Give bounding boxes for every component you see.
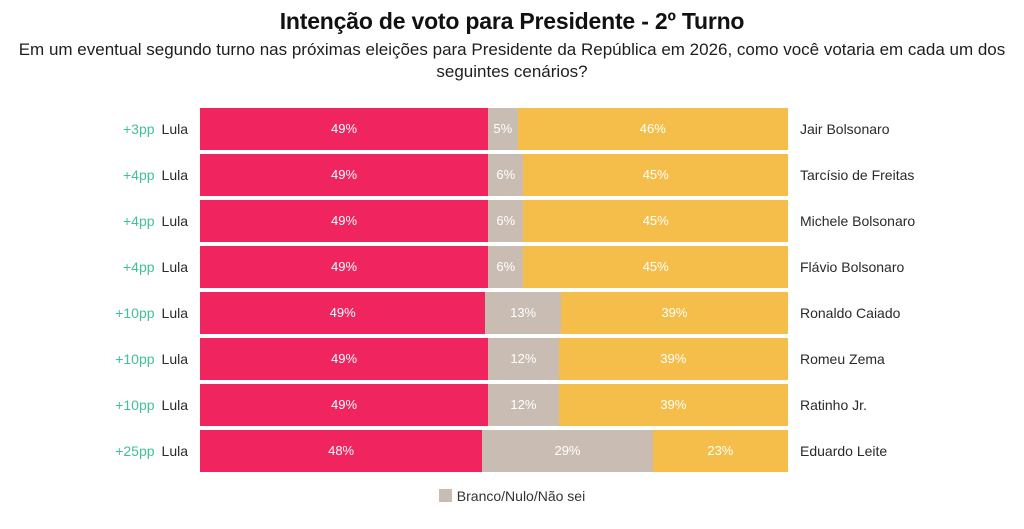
chart-title: Intenção de voto para Presidente - 2º Tu… bbox=[279, 8, 745, 34]
opponent-segment: 39% bbox=[560, 291, 788, 334]
opponent-segment: 45% bbox=[523, 245, 788, 288]
left-candidate-label: Lula bbox=[161, 212, 188, 229]
opponent-segment: 39% bbox=[558, 337, 788, 380]
right-candidate-label: Jair Bolsonaro bbox=[800, 120, 890, 137]
undecided-segment: 6% bbox=[488, 245, 524, 288]
scenario-left-label: +3pp Lula bbox=[10, 121, 200, 137]
left-candidate-label: Lula bbox=[161, 350, 188, 367]
lula-segment: 49% bbox=[200, 107, 489, 150]
lula-segment: 49% bbox=[200, 337, 489, 380]
advantage-label: +10pp bbox=[115, 396, 155, 413]
stacked-bar: 48% 29% 23% bbox=[200, 429, 788, 472]
advantage-label: +4pp bbox=[122, 166, 155, 183]
advantage-label: +3pp bbox=[122, 120, 155, 137]
chart-subtitle: Em um eventual segundo turno nas próxima… bbox=[18, 40, 1006, 82]
opponent-segment: 23% bbox=[652, 429, 788, 472]
lula-segment: 49% bbox=[200, 153, 489, 196]
stacked-bar: 49% 12% 39% bbox=[200, 337, 788, 380]
scenario-left-label: +4pp Lula bbox=[10, 167, 200, 183]
chart-legend: Branco/Nulo/Não sei bbox=[0, 488, 1024, 504]
scenario-row: +25pp Lula 48% 29% 23% Eduardo Leite bbox=[10, 428, 1024, 474]
undecided-segment: 12% bbox=[488, 337, 559, 380]
right-candidate-label: Flávio Bolsonaro bbox=[800, 258, 905, 275]
right-candidate-label: Ronaldo Caiado bbox=[800, 304, 901, 321]
undecided-legend-label: Branco/Nulo/Não sei bbox=[456, 487, 586, 504]
stacked-bar: 49% 5% 46% bbox=[200, 107, 788, 150]
lula-segment: 49% bbox=[200, 383, 489, 426]
scenario-row: +4pp Lula 49% 6% 45% Flávio Bolsonaro bbox=[10, 244, 1024, 290]
undecided-segment: 12% bbox=[488, 383, 559, 426]
undecided-segment: 6% bbox=[488, 199, 524, 242]
scenario-left-label: +4pp Lula bbox=[10, 259, 200, 275]
lula-segment: 49% bbox=[200, 199, 489, 242]
stacked-bar-chart: +3pp Lula 49% 5% 46% Jair Bolsonaro +4pp… bbox=[0, 106, 1024, 504]
advantage-label: +10pp bbox=[115, 304, 155, 321]
opponent-segment: 45% bbox=[523, 199, 788, 242]
undecided-segment: 13% bbox=[485, 291, 561, 334]
stacked-bar: 49% 6% 45% bbox=[200, 245, 788, 288]
left-candidate-label: Lula bbox=[161, 120, 188, 137]
right-candidate-label: Michele Bolsonaro bbox=[800, 212, 916, 229]
right-candidate-label: Ratinho Jr. bbox=[800, 396, 867, 413]
opponent-segment: 46% bbox=[517, 107, 788, 150]
stacked-bar: 49% 12% 39% bbox=[200, 383, 788, 426]
scenario-row: +10pp Lula 49% 13% 39% Ronaldo Caiado bbox=[10, 290, 1024, 336]
advantage-label: +10pp bbox=[115, 350, 155, 367]
scenario-row: +10pp Lula 49% 12% 39% Romeu Zema bbox=[10, 336, 1024, 382]
scenario-row: +4pp Lula 49% 6% 45% Michele Bolsonaro bbox=[10, 198, 1024, 244]
undecided-segment: 5% bbox=[488, 107, 518, 150]
lula-segment: 49% bbox=[200, 291, 486, 334]
stacked-bar: 49% 6% 45% bbox=[200, 199, 788, 242]
undecided-segment: 29% bbox=[482, 429, 653, 472]
scenario-left-label: +10pp Lula bbox=[10, 305, 200, 321]
left-candidate-label: Lula bbox=[161, 166, 188, 183]
left-candidate-label: Lula bbox=[161, 304, 188, 321]
advantage-label: +4pp bbox=[122, 258, 155, 275]
stacked-bar: 49% 6% 45% bbox=[200, 153, 788, 196]
advantage-label: +4pp bbox=[122, 212, 155, 229]
scenario-left-label: +10pp Lula bbox=[10, 351, 200, 367]
scenario-row: +3pp Lula 49% 5% 46% Jair Bolsonaro bbox=[10, 106, 1024, 152]
left-candidate-label: Lula bbox=[161, 258, 188, 275]
left-candidate-label: Lula bbox=[161, 396, 188, 413]
right-candidate-label: Eduardo Leite bbox=[800, 442, 888, 459]
advantage-label: +25pp bbox=[115, 442, 155, 459]
scenario-left-label: +10pp Lula bbox=[10, 397, 200, 413]
scenario-left-label: +4pp Lula bbox=[10, 213, 200, 229]
undecided-segment: 6% bbox=[488, 153, 524, 196]
stacked-bar: 49% 13% 39% bbox=[200, 291, 788, 334]
left-candidate-label: Lula bbox=[161, 442, 188, 459]
opponent-segment: 39% bbox=[558, 383, 788, 426]
scenario-left-label: +25pp Lula bbox=[10, 443, 200, 459]
right-candidate-label: Romeu Zema bbox=[800, 350, 885, 367]
scenario-row: +4pp Lula 49% 6% 45% Tarcísio de Freitas bbox=[10, 152, 1024, 198]
opponent-segment: 45% bbox=[523, 153, 788, 196]
lula-segment: 49% bbox=[200, 245, 489, 288]
scenario-row: +10pp Lula 49% 12% 39% Ratinho Jr. bbox=[10, 382, 1024, 428]
lula-segment: 48% bbox=[200, 429, 483, 472]
undecided-legend-swatch bbox=[438, 489, 452, 503]
right-candidate-label: Tarcísio de Freitas bbox=[800, 166, 915, 183]
chart-rows: +3pp Lula 49% 5% 46% Jair Bolsonaro +4pp… bbox=[0, 106, 1024, 474]
